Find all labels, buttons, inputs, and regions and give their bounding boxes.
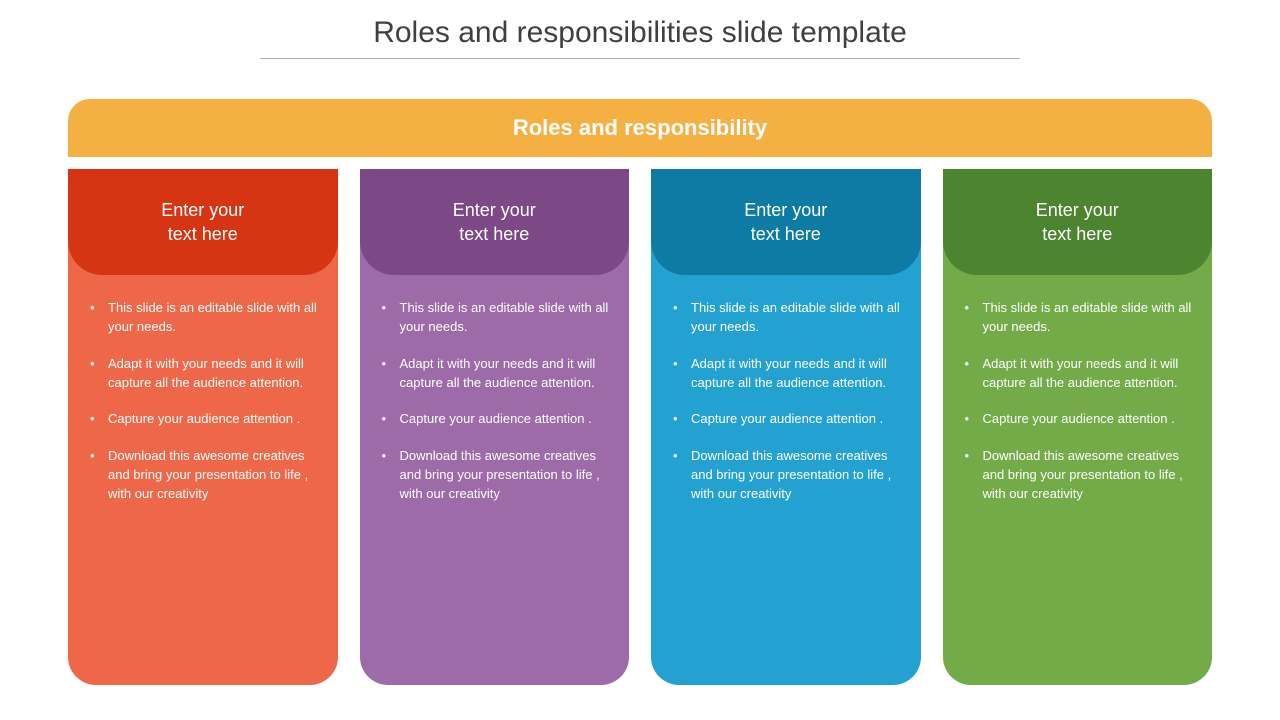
content-wrapper: Roles and responsibility Enter your text…: [0, 59, 1280, 685]
column-3-body: This slide is an editable slide with all…: [651, 275, 921, 504]
column-4-header-text: Enter your text here: [1036, 198, 1119, 247]
slide-title: Roles and responsibilities slide templat…: [0, 0, 1280, 58]
column-2: Enter your text here This slide is an ed…: [360, 169, 630, 685]
bullet-item: Download this awesome creatives and brin…: [959, 447, 1197, 504]
banner: Roles and responsibility: [68, 99, 1212, 157]
column-1-bullets: This slide is an editable slide with all…: [84, 299, 322, 504]
bullet-item: Adapt it with your needs and it will cap…: [667, 355, 905, 393]
bullet-item: Capture your audience attention .: [376, 410, 614, 429]
column-1-header-text: Enter your text here: [161, 198, 244, 247]
column-2-header: Enter your text here: [360, 169, 630, 275]
bullet-item: This slide is an editable slide with all…: [667, 299, 905, 337]
bullet-item: Adapt it with your needs and it will cap…: [84, 355, 322, 393]
bullet-item: This slide is an editable slide with all…: [84, 299, 322, 337]
bullet-item: Capture your audience attention .: [84, 410, 322, 429]
bullet-item: Capture your audience attention .: [667, 410, 905, 429]
column-1-body: This slide is an editable slide with all…: [68, 275, 338, 504]
bullet-item: Capture your audience attention .: [959, 410, 1197, 429]
column-4-header: Enter your text here: [943, 169, 1213, 275]
bullet-item: This slide is an editable slide with all…: [959, 299, 1197, 337]
column-2-bullets: This slide is an editable slide with all…: [376, 299, 614, 504]
column-1: Enter your text here This slide is an ed…: [68, 169, 338, 685]
column-4-bullets: This slide is an editable slide with all…: [959, 299, 1197, 504]
column-4: Enter your text here This slide is an ed…: [943, 169, 1213, 685]
columns-container: Enter your text here This slide is an ed…: [68, 169, 1212, 685]
column-3-header-text: Enter your text here: [744, 198, 827, 247]
column-3-header: Enter your text here: [651, 169, 921, 275]
bullet-item: Download this awesome creatives and brin…: [376, 447, 614, 504]
bullet-item: Download this awesome creatives and brin…: [667, 447, 905, 504]
column-3: Enter your text here This slide is an ed…: [651, 169, 921, 685]
bullet-item: This slide is an editable slide with all…: [376, 299, 614, 337]
column-2-body: This slide is an editable slide with all…: [360, 275, 630, 504]
column-4-body: This slide is an editable slide with all…: [943, 275, 1213, 504]
column-2-header-text: Enter your text here: [453, 198, 536, 247]
bullet-item: Adapt it with your needs and it will cap…: [376, 355, 614, 393]
column-1-header: Enter your text here: [68, 169, 338, 275]
column-3-bullets: This slide is an editable slide with all…: [667, 299, 905, 504]
bullet-item: Adapt it with your needs and it will cap…: [959, 355, 1197, 393]
bullet-item: Download this awesome creatives and brin…: [84, 447, 322, 504]
